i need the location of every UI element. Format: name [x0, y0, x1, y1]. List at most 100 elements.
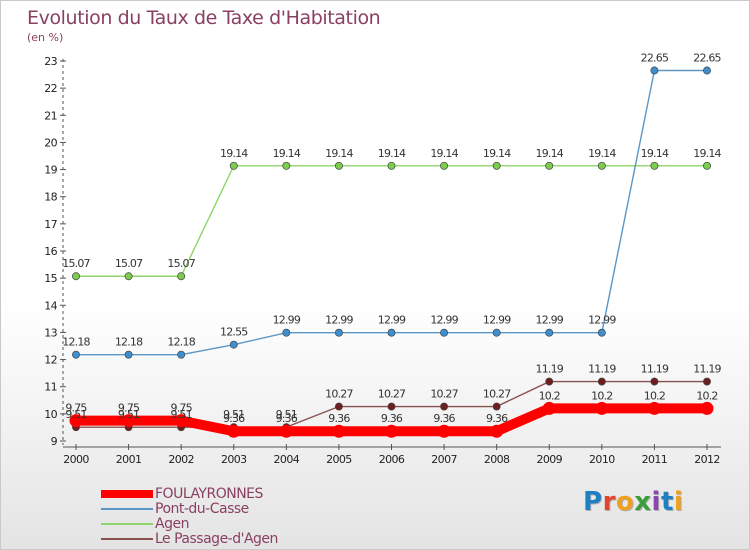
data-label: 10.27 — [430, 388, 458, 401]
data-point — [440, 402, 449, 411]
x-tick-label: 2006 — [379, 453, 405, 466]
legend-swatch — [101, 490, 153, 498]
data-label: 9.36 — [328, 412, 350, 425]
data-point — [387, 328, 396, 337]
data-point — [177, 350, 186, 359]
data-label: 9.51 — [223, 408, 244, 421]
series-layer — [69, 66, 714, 438]
data-label: 19.14 — [325, 147, 353, 160]
logo-letter: o — [615, 487, 635, 517]
legend-swatch — [101, 538, 153, 540]
data-point — [542, 401, 556, 415]
data-label: 9.51 — [65, 408, 86, 421]
data-point — [229, 340, 238, 349]
x-tick-label: 2012 — [694, 453, 720, 466]
data-label: 22.65 — [693, 52, 721, 65]
x-tick-label: 2004 — [274, 453, 300, 466]
data-label: 10.27 — [325, 388, 353, 401]
data-point — [440, 161, 449, 170]
y-tick-label: 12 — [44, 354, 57, 367]
data-label: 12.99 — [588, 314, 616, 327]
data-point — [69, 414, 83, 428]
data-label: 12.99 — [325, 314, 353, 327]
data-label: 9.51 — [171, 408, 192, 421]
data-label: 15.07 — [62, 257, 90, 270]
data-point — [72, 350, 80, 359]
data-label: 12.18 — [115, 336, 143, 349]
y-tick-label: 16 — [44, 245, 57, 258]
y-tick-label: 21 — [44, 109, 57, 122]
data-label: 10.2 — [539, 389, 560, 402]
series-agen — [72, 161, 711, 281]
data-point — [492, 328, 501, 337]
logo-letter: x — [634, 487, 652, 517]
data-label: 19.14 — [220, 147, 248, 160]
data-point — [122, 414, 136, 428]
data-label: 11.19 — [641, 363, 669, 376]
data-point — [700, 401, 714, 415]
data-label: 12.99 — [536, 314, 564, 327]
y-tick-label: 20 — [44, 136, 57, 149]
data-point — [385, 424, 398, 438]
data-point — [334, 161, 343, 170]
data-label: 11.19 — [536, 363, 564, 376]
y-tick-label: 13 — [44, 326, 57, 339]
data-label: 19.14 — [641, 147, 669, 160]
y-tick-label: 22 — [44, 82, 57, 95]
data-point — [597, 377, 606, 386]
y-tick-label: 19 — [44, 164, 57, 177]
data-point — [703, 377, 711, 386]
y-tick-label: 9 — [51, 435, 58, 448]
data-label: 10.2 — [696, 389, 717, 402]
data-point — [492, 402, 501, 411]
data-point — [387, 161, 396, 170]
data-point — [437, 424, 451, 438]
data-label: 19.14 — [693, 147, 721, 160]
data-point — [490, 424, 504, 438]
chart-unit: (en %) — [27, 31, 64, 44]
legend-label: FOULAYRONNES — [155, 486, 263, 502]
data-label: 9.36 — [433, 412, 455, 425]
data-point — [597, 328, 606, 337]
x-tick-label: 2005 — [326, 453, 352, 466]
data-label: 11.19 — [693, 363, 721, 376]
data-label: 12.99 — [430, 314, 458, 327]
data-label: 10.27 — [378, 388, 406, 401]
y-tick-label: 10 — [44, 408, 57, 421]
data-point — [545, 161, 554, 170]
logo-letter: i — [673, 487, 684, 517]
y-tick-label: 11 — [44, 381, 57, 394]
logo-letter: P — [583, 487, 603, 517]
x-tick-label: 2010 — [589, 453, 615, 466]
legend-swatch — [101, 523, 153, 525]
legend-label: Agen — [155, 516, 189, 532]
x-tick-label: 2011 — [642, 453, 668, 466]
data-label: 9.36 — [276, 412, 298, 425]
legend-label: Pont-du-Casse — [155, 501, 249, 517]
data-point — [545, 377, 554, 386]
data-label: 12.99 — [483, 314, 511, 327]
data-point — [334, 328, 343, 337]
x-tick-label: 2000 — [63, 453, 89, 466]
data-label: 12.99 — [378, 314, 406, 327]
data-label: 9.75 — [65, 402, 87, 415]
data-label: 15.07 — [115, 257, 143, 270]
data-point — [177, 272, 186, 281]
data-point — [545, 328, 554, 337]
data-label: 10.2 — [644, 389, 665, 402]
y-tick-label: 15 — [44, 272, 57, 285]
data-label: 19.14 — [588, 147, 616, 160]
data-label: 10.27 — [483, 388, 511, 401]
data-point — [72, 272, 80, 281]
data-point — [650, 66, 659, 75]
data-point — [647, 401, 661, 415]
data-label: 19.14 — [430, 147, 458, 160]
data-point — [334, 402, 343, 411]
data-label: 9.36 — [486, 412, 508, 425]
data-point — [492, 161, 501, 170]
data-point — [597, 161, 606, 170]
x-tick-label: 2001 — [116, 453, 142, 466]
data-label: 12.18 — [167, 336, 195, 349]
logo-letter: i — [651, 487, 661, 517]
